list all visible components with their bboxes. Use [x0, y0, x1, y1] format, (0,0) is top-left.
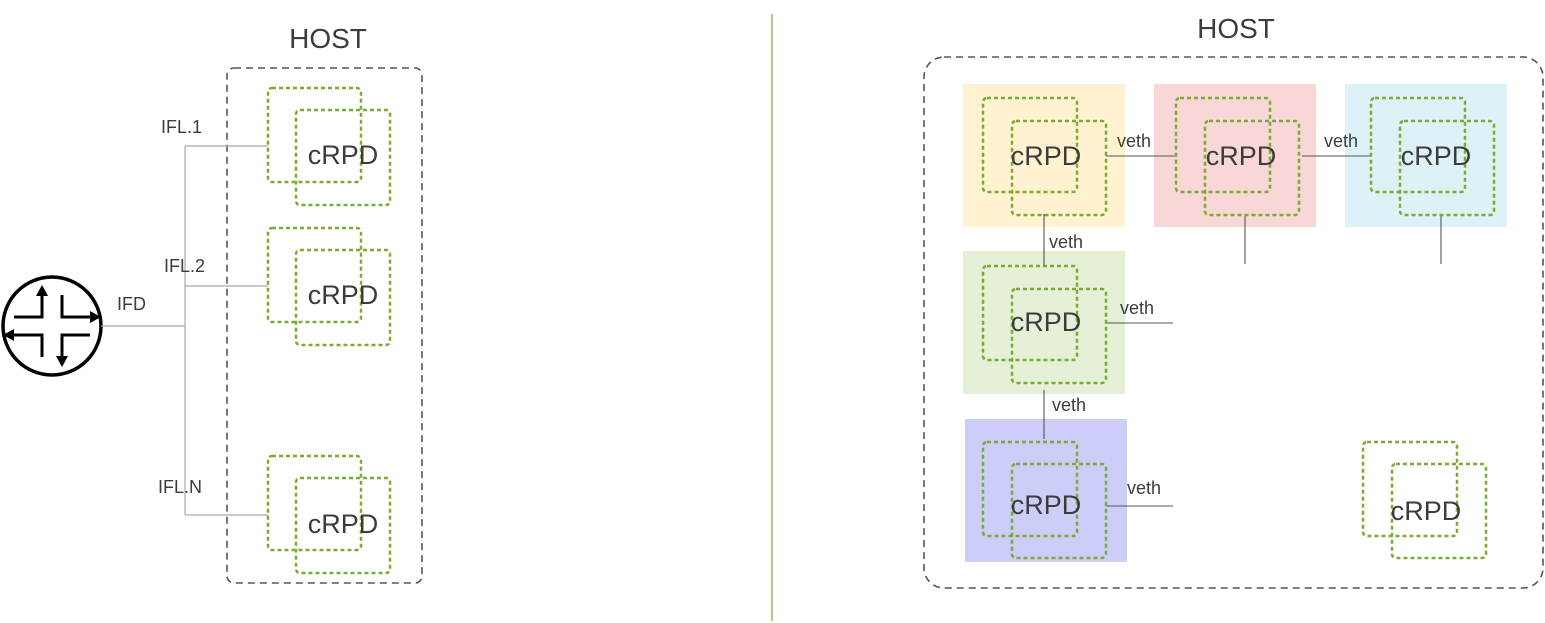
crpd-label: cRPD — [1206, 141, 1277, 171]
crpd-label: cRPD — [1011, 307, 1082, 337]
veth-label: veth — [1049, 232, 1083, 252]
left-host-title: HOST — [289, 23, 367, 54]
crpd-label: cRPD — [308, 280, 379, 310]
ifl-1-label: IFL.1 — [161, 117, 202, 137]
tile-red — [1154, 84, 1316, 227]
right-crpd-5: cRPD — [981, 440, 1108, 560]
tile-green — [963, 251, 1125, 394]
crpd-label: cRPD — [1011, 490, 1082, 520]
left-crpd-3: cRPD — [266, 454, 392, 575]
crpd-label: cRPD — [308, 509, 379, 539]
left-wiring — [101, 145, 268, 516]
tile-yellow — [963, 84, 1125, 227]
left-crpd-2: cRPD — [266, 226, 392, 347]
right-host-title: HOST — [1197, 13, 1275, 44]
left-host-box — [226, 67, 423, 584]
right-crpd-3: cRPD — [1369, 96, 1496, 217]
right-crpd-4: cRPD — [981, 264, 1108, 385]
right-crpd-6: cRPD — [1361, 440, 1488, 560]
veth-label: veth — [1117, 131, 1151, 151]
veth-label: veth — [1127, 478, 1161, 498]
veth-label: veth — [1120, 298, 1154, 318]
left-crpd-1: cRPD — [266, 86, 392, 207]
right-panel: HOST veth veth veth veth veth veth c — [923, 13, 1544, 589]
right-crpd-1: cRPD — [981, 96, 1108, 217]
router-icon — [1, 275, 103, 377]
veth-links — [1043, 155, 1442, 507]
ifd-label: IFD — [117, 294, 146, 314]
crpd-label: cRPD — [308, 140, 379, 170]
crpd-label: cRPD — [1391, 496, 1462, 526]
right-host-box — [923, 56, 1544, 589]
crpd-label: cRPD — [1401, 141, 1472, 171]
crpd-label: cRPD — [1011, 141, 1082, 171]
right-crpd-2: cRPD — [1174, 96, 1301, 217]
ifl-n-label: IFL.N — [158, 477, 202, 497]
left-panel: HOST IFD IFL.1 IFL.2 IFL.N cRPD — [1, 23, 423, 584]
veth-label: veth — [1324, 131, 1358, 151]
veth-label: veth — [1052, 395, 1086, 415]
ifl-2-label: IFL.2 — [164, 256, 205, 276]
